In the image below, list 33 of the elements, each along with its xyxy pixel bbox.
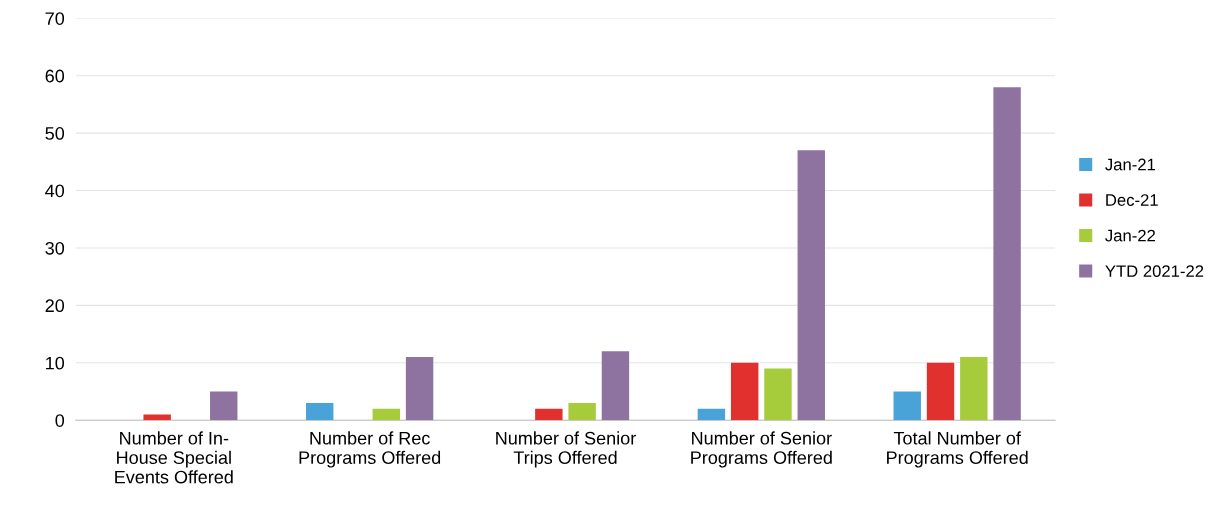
- y-tick-label: 0: [55, 414, 65, 427]
- y-tick-label: 30: [45, 241, 65, 255]
- bar: [405, 357, 434, 421]
- y-tick-label: 10: [46, 356, 65, 370]
- bar: [926, 362, 955, 421]
- x-tick-label: Number of In-House Special Events Offered: [115, 431, 233, 484]
- bar: [535, 408, 563, 421]
- bar: [568, 402, 596, 421]
- bar: [730, 362, 759, 421]
- bar: [960, 357, 988, 421]
- bar: [893, 391, 921, 421]
- bar: [601, 351, 630, 421]
- bar: [210, 391, 238, 421]
- legend-label: Dec-21: [1106, 194, 1158, 206]
- y-tick-label: 70: [45, 12, 65, 25]
- y-tick-label: 20: [45, 299, 65, 313]
- bar: [697, 408, 726, 421]
- legend-label: Jan-21: [1105, 158, 1156, 171]
- x-tick-label: Number of Senior Trips Offered: [496, 431, 636, 468]
- bar: [306, 402, 334, 421]
- bar: [372, 408, 400, 421]
- bar: [993, 87, 1021, 421]
- x-tick-label: Number of Senior Programs Offered: [691, 431, 832, 468]
- x-tick-label: Total Number of Programs Offered: [887, 431, 1028, 468]
- y-tick-label: 50: [45, 127, 65, 140]
- legend-label: YTD 2021-22: [1105, 265, 1204, 278]
- bar: [143, 414, 171, 421]
- y-tick-label: 40: [45, 184, 65, 198]
- bar: [797, 150, 825, 421]
- y-tick-label: 60: [45, 69, 65, 83]
- legend-label: Jan-22: [1105, 229, 1155, 242]
- bar: [764, 368, 792, 421]
- x-tick-label: Number of Rec Programs Offered: [299, 431, 441, 468]
